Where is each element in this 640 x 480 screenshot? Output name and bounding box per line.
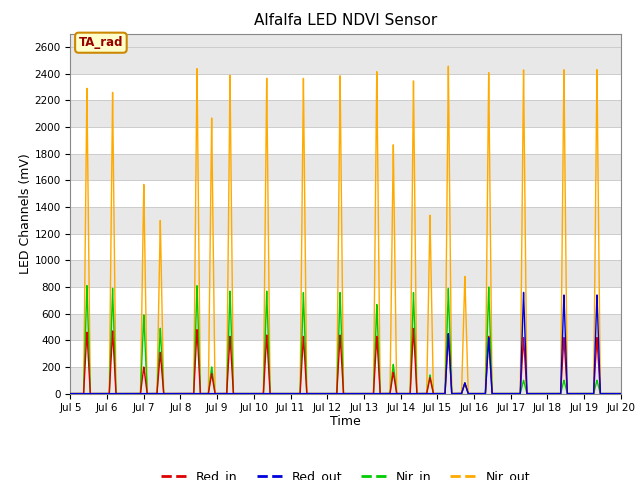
Red_in: [84, 348, 92, 354]
Legend: Red_in, Red_out, Nir_in, Nir_out: Red_in, Red_out, Nir_in, Nir_out: [156, 465, 535, 480]
Nir_in: [83, 283, 91, 288]
Nir_out: [67, 391, 74, 396]
Title: Alfalfa LED NDVI Sensor: Alfalfa LED NDVI Sensor: [254, 13, 437, 28]
Text: TA_rad: TA_rad: [79, 36, 123, 49]
Red_in: [127, 391, 134, 396]
Nir_in: [358, 391, 365, 396]
Nir_in: [188, 391, 195, 396]
Nir_out: [358, 391, 365, 396]
Red_in: [410, 325, 417, 331]
Nir_in: [544, 391, 552, 396]
Bar: [70, 287, 621, 313]
Nir_in: [84, 316, 92, 322]
Red_in: [544, 391, 552, 396]
Red_in: [358, 391, 365, 396]
Nir_out: [617, 391, 625, 396]
Nir_out: [198, 391, 206, 396]
Nir_out: [445, 63, 452, 69]
Nir_in: [67, 391, 74, 396]
Nir_in: [617, 391, 625, 396]
Red_out: [544, 391, 552, 396]
Bar: [70, 180, 621, 207]
Nir_in: [127, 391, 134, 396]
Red_in: [188, 391, 195, 396]
Red_out: [84, 391, 92, 396]
Nir_out: [127, 391, 134, 396]
Nir_out: [544, 391, 552, 396]
Red_out: [67, 391, 74, 396]
Line: Red_in: Red_in: [70, 328, 621, 394]
Bar: [70, 340, 621, 367]
Bar: [70, 234, 621, 260]
Nir_out: [188, 391, 195, 396]
Red_out: [188, 391, 195, 396]
Bar: [70, 73, 621, 100]
Bar: [70, 127, 621, 154]
Red_out: [617, 391, 625, 396]
Nir_in: [198, 391, 206, 396]
Line: Nir_in: Nir_in: [70, 286, 621, 394]
X-axis label: Time: Time: [330, 415, 361, 428]
Line: Red_out: Red_out: [70, 292, 621, 394]
Line: Nir_out: Nir_out: [70, 66, 621, 394]
Nir_out: [84, 179, 92, 184]
Red_in: [617, 391, 625, 396]
Red_in: [198, 391, 206, 396]
Red_out: [198, 391, 206, 396]
Y-axis label: LED Channels (mV): LED Channels (mV): [19, 153, 31, 274]
Red_out: [358, 391, 365, 396]
Red_out: [127, 391, 134, 396]
Red_out: [520, 289, 527, 295]
Red_in: [67, 391, 74, 396]
